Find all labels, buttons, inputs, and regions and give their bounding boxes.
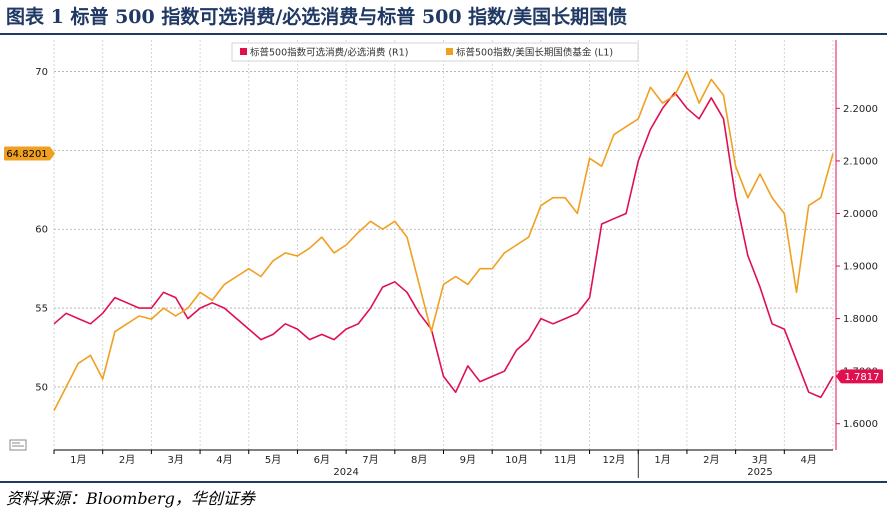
x-axis-tick-label: 3月 <box>752 454 768 466</box>
legend: 标普500指数可选消费/必选消费 (R1) 标普500指数/美国长期国债基金 (… <box>231 42 639 62</box>
legend-swatch-r1 <box>240 48 247 55</box>
legend-swatch-l1 <box>446 48 453 55</box>
x-axis-tick-label: 6月 <box>314 454 330 466</box>
left-axis-tick-label: 60 <box>35 225 48 236</box>
right-axis-tick-label: 2.2000 <box>843 104 878 115</box>
legend-label-r1: 标普500指数可选消费/必选消费 (R1) <box>250 47 408 59</box>
x-axis-tick-label: 2月 <box>703 454 719 466</box>
series-line-l1 <box>53 70 834 411</box>
x-axis-tick-label: 11月 <box>554 454 577 466</box>
x-axis-tick-label: 9月 <box>460 454 476 466</box>
source-note: 资料来源：Bloomberg，华创证券 <box>6 489 255 508</box>
x-axis-tick-label: 4月 <box>216 454 232 466</box>
last-value-tag-pointer-r1 <box>836 369 841 384</box>
footer-rule <box>0 481 887 483</box>
right-axis-tick-label: 2.1000 <box>843 156 878 167</box>
x-axis-ticks: 1月 2月 3月 4月 5月 6月 7月 8月 9月 10月 11月 12月 1月 2月 3月 4月 2024 2… <box>53 450 817 478</box>
x-axis-year-label: 2024 <box>333 467 358 478</box>
x-axis-tick-label: 5月 <box>265 454 281 466</box>
last-value-label-l1: 64.8201 <box>6 149 47 160</box>
last-value-tag-l1 <box>4 146 50 161</box>
left-axis-tick-label: 70 <box>35 67 48 78</box>
x-axis-tick-label: 2月 <box>119 454 135 466</box>
x-axis-tick-label: 8月 <box>411 454 427 466</box>
right-axis-tick-label: 1.6000 <box>843 419 878 430</box>
x-axis-tick-label: 7月 <box>362 454 378 466</box>
grid <box>53 40 834 450</box>
last-value-tag-r1 <box>841 369 883 384</box>
right-axis-tick-label: 2.0000 <box>843 209 878 220</box>
series-layer <box>53 70 834 411</box>
left-axis-tick-label: 50 <box>35 382 48 393</box>
last-value-tag-pointer-l1 <box>50 146 55 161</box>
last-value-tags: 1.7817 64.8201 <box>4 146 883 384</box>
x-axis-tick-label: 1月 <box>654 454 670 466</box>
x-axis-tick-label: 10月 <box>505 454 528 466</box>
x-axis-tick-label: 4月 <box>800 454 816 466</box>
x-axis-tick-label: 1月 <box>70 454 86 466</box>
legend-label-l1: 标普500指数/美国长期国债基金 (L1) <box>456 47 613 59</box>
axis-corner-icon <box>9 439 27 451</box>
title-rule <box>0 33 887 35</box>
x-axis-tick-label: 3月 <box>168 454 184 466</box>
figure-title: 图表 1 标普 500 指数可选消费/必选消费与标普 500 指数/美国长期国债 <box>6 6 628 28</box>
left-axis-tick-label: 55 <box>35 304 48 315</box>
legend-box <box>231 42 639 62</box>
last-value-label-r1: 1.7817 <box>845 372 880 383</box>
right-axis-tick-label: 1.8000 <box>843 314 878 325</box>
right-axis-tick-label: 1.9000 <box>843 262 878 273</box>
chart: 5055606570 1.60001.70001.80001.90002.000… <box>0 36 887 480</box>
x-axis-year-label: 2025 <box>747 467 772 478</box>
x-axis-tick-label: 12月 <box>603 454 626 466</box>
